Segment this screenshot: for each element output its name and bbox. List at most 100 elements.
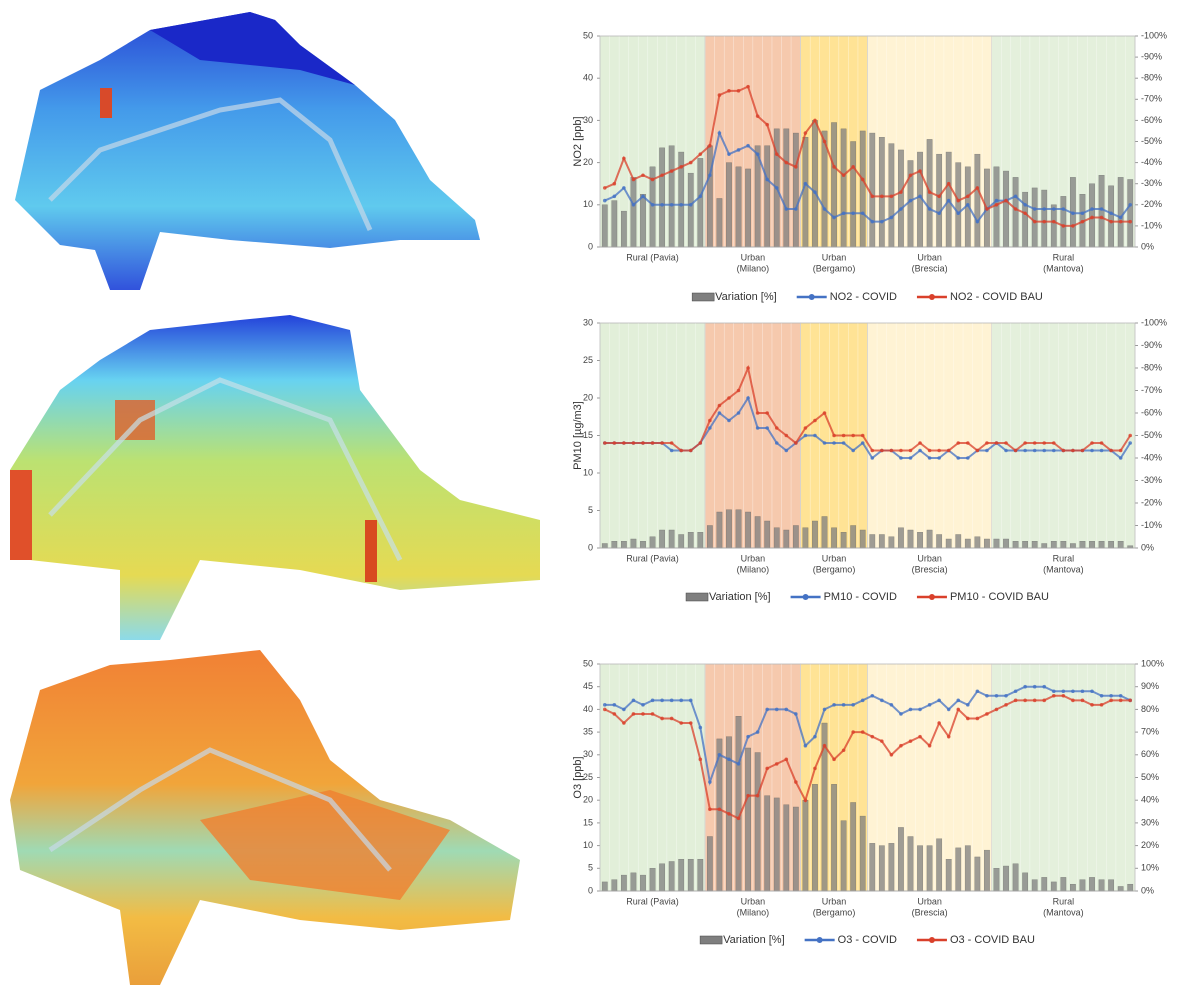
line-marker xyxy=(1109,698,1113,703)
zone-label: (Milano) xyxy=(737,907,770,917)
bar xyxy=(735,166,742,248)
y2-tick-label: 80% xyxy=(1141,704,1159,714)
bar xyxy=(1003,170,1009,248)
line-marker xyxy=(755,793,760,798)
line-marker xyxy=(669,203,674,207)
bar xyxy=(878,137,885,248)
line-marker xyxy=(851,211,855,216)
line-marker xyxy=(794,207,798,211)
bar xyxy=(1003,538,1009,549)
plot-frame xyxy=(599,322,1136,549)
bar xyxy=(1003,865,1009,892)
line-marker xyxy=(1118,215,1123,220)
y2-tick-label: -100% xyxy=(1141,317,1167,327)
y-tick-label: 50 xyxy=(583,658,593,668)
bar xyxy=(955,534,962,549)
bar xyxy=(907,529,914,549)
bar xyxy=(611,200,618,248)
bar xyxy=(869,534,876,549)
line-marker xyxy=(1023,684,1027,689)
plot-frame xyxy=(599,35,1136,248)
bar xyxy=(1050,204,1057,248)
bar xyxy=(640,874,646,892)
y-tick-label: 0 xyxy=(588,542,593,552)
y-tick-label: 15 xyxy=(583,817,593,827)
line-marker xyxy=(650,698,655,703)
line-marker xyxy=(698,152,703,156)
bar xyxy=(649,536,656,549)
line-marker xyxy=(946,181,951,186)
bar xyxy=(917,845,923,892)
line-marker xyxy=(765,426,769,430)
line-marker xyxy=(736,411,741,415)
line-marker xyxy=(918,734,922,739)
line-marker xyxy=(803,433,808,438)
line-marker xyxy=(622,441,626,445)
line-marker xyxy=(1090,215,1094,220)
line-marker xyxy=(994,198,999,203)
y2-tick-label: 100% xyxy=(1141,658,1164,668)
line-marker xyxy=(784,757,789,762)
bar xyxy=(1031,187,1038,248)
line-marker xyxy=(832,441,836,445)
line-marker xyxy=(1118,456,1123,460)
zone-label: Rural (Pavia) xyxy=(626,553,679,563)
bar xyxy=(764,520,771,549)
line-marker xyxy=(679,721,684,725)
zone-label: Rural (Pavia) xyxy=(626,896,679,906)
line-marker xyxy=(927,207,932,211)
bar xyxy=(1089,541,1095,549)
line-marker xyxy=(937,721,941,725)
line-marker xyxy=(1128,203,1133,207)
line-marker xyxy=(1090,689,1094,694)
line-marker xyxy=(650,441,655,445)
zone-label: (Bergamo) xyxy=(813,564,856,574)
bar xyxy=(706,836,713,892)
bar xyxy=(1098,879,1105,892)
line-marker xyxy=(841,441,846,445)
line-marker xyxy=(813,433,817,438)
legend-item: Variation [%] xyxy=(685,591,771,603)
line-marker xyxy=(908,173,913,178)
bar xyxy=(1022,541,1029,549)
line-marker xyxy=(841,748,846,753)
bar xyxy=(1041,189,1048,248)
zone-label: (Bergamo) xyxy=(813,263,856,273)
bar xyxy=(802,137,809,248)
bar xyxy=(697,532,704,549)
bar xyxy=(783,529,790,549)
line-marker xyxy=(631,712,636,716)
y2-tick-label: 70% xyxy=(1141,726,1159,736)
bar xyxy=(601,204,608,248)
line-marker xyxy=(1032,219,1037,224)
line-marker xyxy=(975,716,980,721)
zone-label: Urban xyxy=(917,252,942,262)
legend-label: NO2 - COVID BAU xyxy=(950,291,1043,303)
bar xyxy=(1041,543,1048,549)
bar xyxy=(1050,541,1057,549)
legend-swatch xyxy=(691,292,715,302)
line-marker xyxy=(1051,689,1056,694)
line-marker xyxy=(736,816,741,821)
line-marker xyxy=(841,433,846,438)
line-marker xyxy=(1118,693,1123,698)
bar xyxy=(1108,185,1114,248)
bar xyxy=(697,158,704,248)
line-marker xyxy=(889,194,894,199)
legend-marker xyxy=(802,594,809,600)
line-marker xyxy=(937,211,941,216)
line-marker xyxy=(918,707,922,712)
legend-label: Variation [%] xyxy=(715,291,777,303)
y2-tick-label: -30% xyxy=(1141,475,1162,485)
line-marker xyxy=(918,441,922,445)
line-marker xyxy=(746,84,750,89)
line-marker xyxy=(650,712,655,716)
line-marker xyxy=(794,441,798,445)
line-marker xyxy=(966,194,970,199)
line-marker xyxy=(860,730,865,734)
bar xyxy=(917,532,923,549)
line-marker xyxy=(1042,441,1047,445)
bar xyxy=(812,120,818,248)
line-marker xyxy=(975,219,980,224)
bar xyxy=(850,525,857,549)
